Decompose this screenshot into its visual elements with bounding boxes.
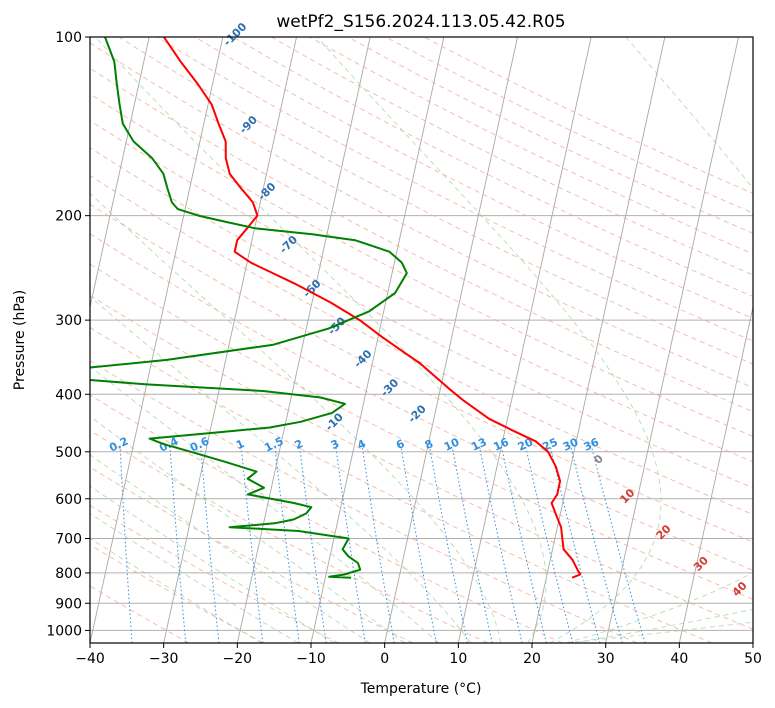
mixing-ratio-line [274, 446, 300, 643]
y-tick-label: 300 [55, 313, 82, 329]
dewpoint-profile-line [90, 37, 408, 579]
y-tick-label: 600 [55, 492, 82, 508]
dry-adiabat-line [90, 504, 339, 643]
y-tick-label: 1000 [46, 623, 82, 639]
x-tick-label: −20 [223, 651, 253, 667]
y-tick-label: 500 [55, 445, 82, 461]
x-tick-label: 20 [523, 651, 541, 667]
dry-adiabat-line [90, 360, 638, 643]
mixing-ratio-line [525, 446, 574, 643]
x-tick-label: 50 [744, 651, 762, 667]
dry-adiabat-line [90, 263, 753, 600]
isotherm-line [90, 37, 224, 643]
mixing-ratio-line [501, 446, 547, 643]
axis-ticks: −40 −30 −20 −10 0 10 20 30 40 50 100 200 300 400 500 60… [46, 30, 762, 667]
dry-adiabat-line [90, 175, 753, 516]
x-tick-label: −30 [149, 651, 179, 667]
mixing-ratio-label: 36 [582, 435, 602, 453]
isotherm-line [90, 37, 150, 310]
x-axis-label: Temperature (°C) [360, 681, 482, 697]
mixing-ratio-label: 13 [469, 436, 488, 454]
isotherm-line [310, 37, 445, 643]
isotherm-line [457, 37, 592, 643]
isotherm-line [236, 37, 371, 643]
plot-frame [89, 36, 754, 644]
y-axis-label: Pressure (hPa) [12, 290, 28, 390]
mixing-ratio-line [169, 446, 187, 643]
moist-adiabat-line [90, 454, 371, 643]
dry-adiabat-line [232, 37, 753, 298]
dry-adiabat-line [90, 42, 753, 389]
y-tick-label: 200 [55, 209, 82, 225]
mixing-ratio-line [591, 446, 646, 643]
isotherm-line [678, 304, 753, 643]
mixing-ratio-line [451, 446, 493, 643]
dry-adiabat-line [90, 327, 712, 643]
mixing-ratio-line [570, 446, 623, 643]
x-tick-label: −40 [75, 651, 105, 667]
x-tick-label: 40 [670, 651, 688, 667]
x-tick-label: 10 [449, 651, 467, 667]
y-tick-label: 400 [55, 387, 82, 403]
y-tick-label: 800 [55, 566, 82, 582]
moist-adiabat-line [95, 37, 547, 643]
moist-adiabat-line [90, 296, 471, 643]
x-tick-label: −10 [296, 651, 326, 667]
mixing-ratio-line [361, 446, 395, 643]
dry-adiabat-line [90, 120, 753, 463]
x-tick-label: 0 [380, 651, 389, 667]
isotherm-line [531, 37, 666, 643]
x-tick-label: 30 [597, 651, 615, 667]
dry-adiabat-line [90, 585, 190, 643]
mixing-ratio-line [299, 446, 327, 643]
chart-title: wetPf2_S156.2024.113.05.42.R05 [276, 12, 565, 32]
dry-adiabat-line [90, 394, 563, 643]
mixing-ratio-line [479, 446, 523, 643]
mixing-ratio-label: 10 [442, 435, 462, 453]
mixing-ratio-line [119, 446, 133, 643]
isotherm-line [384, 37, 518, 643]
moist-adiabat-line [90, 365, 439, 643]
isotherm-line [163, 37, 297, 643]
dry-adiabat-line [90, 233, 753, 571]
y-tick-label: 700 [55, 532, 82, 548]
mixing-ratio-line [429, 446, 468, 643]
dry-adiabat-line [90, 294, 753, 630]
mixing-ratio-label: 30 [561, 435, 581, 453]
moist-adiabat-line [316, 37, 662, 643]
y-tick-label: 100 [55, 30, 82, 46]
mixing-ratio-line [400, 446, 437, 643]
dry-adiabat-line [156, 37, 753, 342]
background-lines [90, 37, 753, 643]
mixing-ratio-line [335, 446, 366, 643]
moist-adiabat-line [90, 537, 262, 643]
mixing-ratio-line [549, 446, 601, 643]
isotherm-line [605, 37, 739, 643]
y-tick-label: 900 [55, 596, 82, 612]
dry-adiabat-line [90, 466, 414, 643]
profile-series [90, 37, 582, 579]
moist-adiabat-line [90, 512, 299, 643]
mixing-ratio-label: 16 [491, 435, 511, 453]
grid-lines [90, 36, 753, 631]
mixing-ratio-line [240, 446, 264, 643]
mixing-ratio-line [200, 446, 220, 643]
dry-adiabat-line [90, 67, 753, 413]
temperature-profile-line [163, 37, 582, 579]
